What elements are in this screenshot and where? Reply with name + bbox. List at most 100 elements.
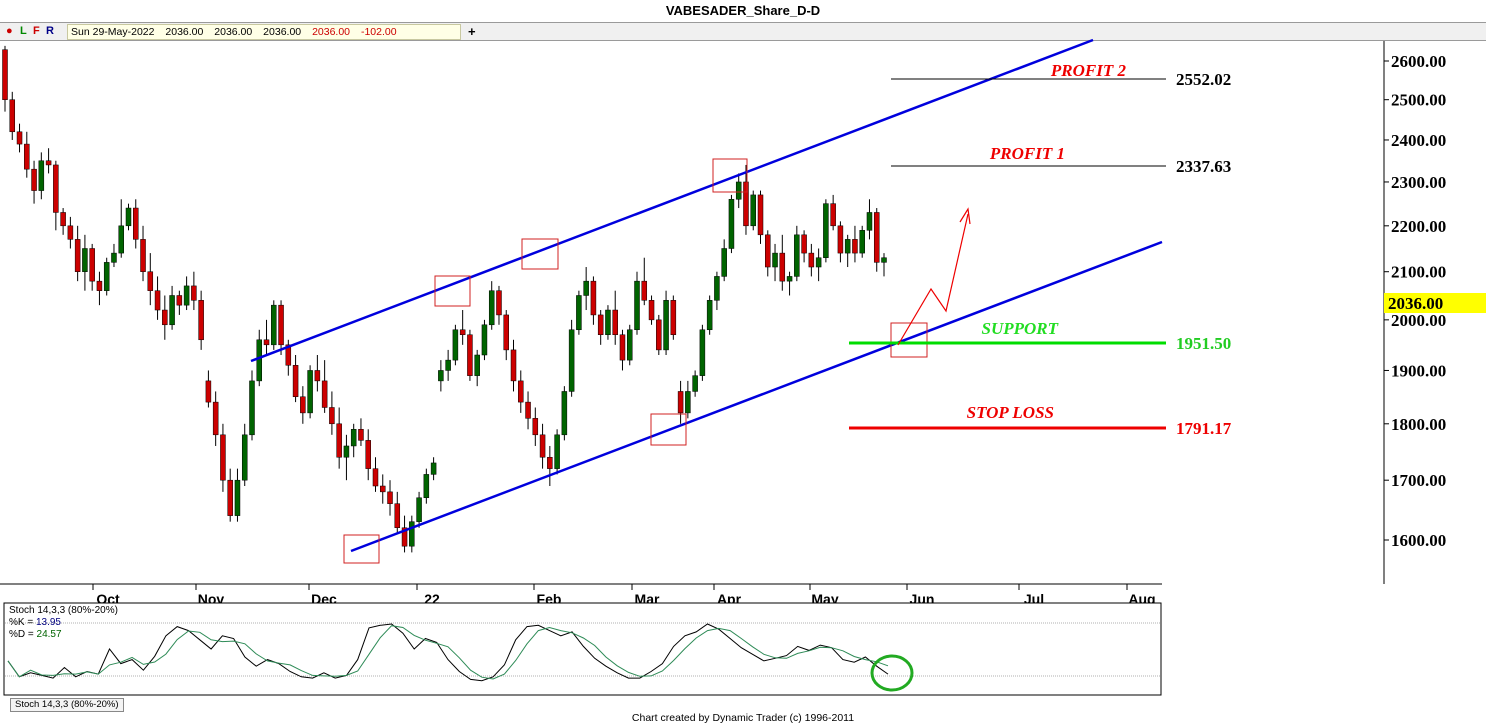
- candle-body: [518, 380, 524, 403]
- candle-body: [89, 248, 95, 282]
- candle-body: [67, 225, 74, 240]
- candle-body: [133, 207, 139, 240]
- r-button[interactable]: R: [46, 25, 54, 37]
- candle-body: [394, 503, 401, 528]
- candle-body: [619, 334, 626, 361]
- y-tick-label: 2100.00: [1391, 263, 1446, 282]
- record-dot-icon[interactable]: ●: [6, 25, 13, 37]
- touch-box-2: [434, 275, 471, 307]
- candle-body: [169, 295, 175, 326]
- info-high: 2036.00: [214, 26, 253, 38]
- candle-body: [532, 418, 539, 436]
- candle-body: [830, 203, 836, 227]
- info-close: 2036.00: [312, 26, 351, 38]
- window-title: VABESADER_Share_D-D: [0, 0, 1486, 23]
- y-tick-label: 2300.00: [1391, 173, 1446, 192]
- candle-body: [183, 285, 190, 306]
- candle-body: [714, 276, 720, 301]
- candle-body: [212, 401, 219, 436]
- y-tick-label: 2400.00: [1391, 131, 1446, 150]
- candle-body: [844, 239, 851, 254]
- candle-body: [641, 280, 648, 301]
- y-tick-label: 1900.00: [1391, 361, 1446, 380]
- support-label: SUPPORT: [982, 319, 1059, 338]
- candle-body: [866, 212, 873, 231]
- profit1-label: PROFIT 1: [989, 144, 1065, 163]
- profit2-value: 2552.02: [1176, 70, 1231, 89]
- candle-body: [750, 194, 756, 227]
- candle-body: [823, 203, 829, 258]
- support-value: 1951.50: [1176, 334, 1231, 353]
- y-axis: 2600.00 2500.00 2400.00 2300.00 2200.00 2100.…: [1384, 52, 1446, 550]
- touch-box-4: [650, 413, 687, 446]
- candle-body: [9, 99, 16, 133]
- candle-body: [576, 295, 582, 331]
- stoch-k-readout: %K = 13.95: [9, 617, 61, 629]
- candle-body: [685, 391, 691, 414]
- candle-body: [256, 339, 263, 382]
- stop-loss-label: STOP LOSS: [967, 403, 1054, 422]
- add-plus-icon[interactable]: +: [468, 24, 476, 39]
- candle-body: [568, 329, 575, 392]
- current-price-tag: [1384, 293, 1486, 313]
- candle-body: [503, 314, 509, 351]
- info-date: Sun 29-May-2022: [71, 26, 155, 38]
- candle-body: [590, 280, 597, 316]
- candle-body: [358, 429, 364, 441]
- candle-body: [387, 491, 393, 504]
- candle-body: [481, 324, 488, 356]
- channel-lower-line[interactable]: [350, 240, 1163, 553]
- touch-box-1: [343, 534, 380, 564]
- candle-body: [445, 359, 451, 371]
- candle-body: [241, 434, 248, 481]
- candle-body: [779, 252, 786, 282]
- stoch-pane[interactable]: [3, 602, 1162, 696]
- stoch-k-value: 13.95: [35, 617, 61, 628]
- candle-body: [721, 248, 727, 277]
- candle-body: [285, 344, 292, 366]
- candle-body: [699, 329, 706, 376]
- candle-body: [612, 309, 618, 336]
- forecast-arrow: [897, 213, 969, 346]
- candle-body: [205, 380, 212, 403]
- footer-credit: Chart created by Dynamic Trader (c) 1996…: [631, 712, 855, 724]
- candle-body: [488, 290, 495, 326]
- candle-body: [329, 407, 335, 425]
- stoch-d-readout: %D = 24.57: [9, 629, 62, 641]
- channel-upper-line[interactable]: [250, 38, 1094, 363]
- f-button[interactable]: F: [33, 25, 40, 37]
- candle-body: [176, 295, 183, 306]
- candle-body: [271, 304, 277, 346]
- y-tick-label: 2200.00: [1391, 217, 1446, 236]
- candle-body: [53, 164, 59, 213]
- candle-body: [438, 370, 444, 382]
- y-tick-label: 2600.00: [1391, 52, 1446, 71]
- candle-body: [597, 314, 604, 336]
- candle-body: [74, 239, 81, 272]
- l-button[interactable]: L: [20, 25, 27, 37]
- candle-body: [605, 309, 611, 336]
- candle-body: [365, 440, 371, 469]
- candle-body: [350, 429, 357, 447]
- candle-body: [103, 262, 110, 291]
- candle-body: [24, 143, 30, 170]
- candle-body: [728, 199, 735, 249]
- candle-body: [510, 349, 517, 382]
- candle-body: [343, 445, 350, 458]
- candle-body: [2, 49, 8, 100]
- candle-body: [859, 230, 865, 254]
- stoch-tab[interactable]: Stoch 14,3,3 (80%-20%): [10, 698, 124, 712]
- candle-body: [735, 181, 742, 200]
- info-bar: ● L F R Sun 29-May-2022 2036.00 2036.00 …: [0, 23, 1486, 41]
- candle-body: [38, 160, 45, 191]
- y-tick-label: 2500.00: [1391, 91, 1446, 110]
- profit2-label: PROFIT 2: [1050, 61, 1127, 80]
- profit1-value: 2337.63: [1176, 157, 1231, 176]
- candle-body: [656, 319, 662, 351]
- touch-box-5: [712, 158, 748, 193]
- stoch-highlight-circle: [870, 654, 914, 692]
- candle-body: [852, 239, 858, 254]
- candle-body: [125, 207, 132, 227]
- candle-body: [118, 225, 124, 254]
